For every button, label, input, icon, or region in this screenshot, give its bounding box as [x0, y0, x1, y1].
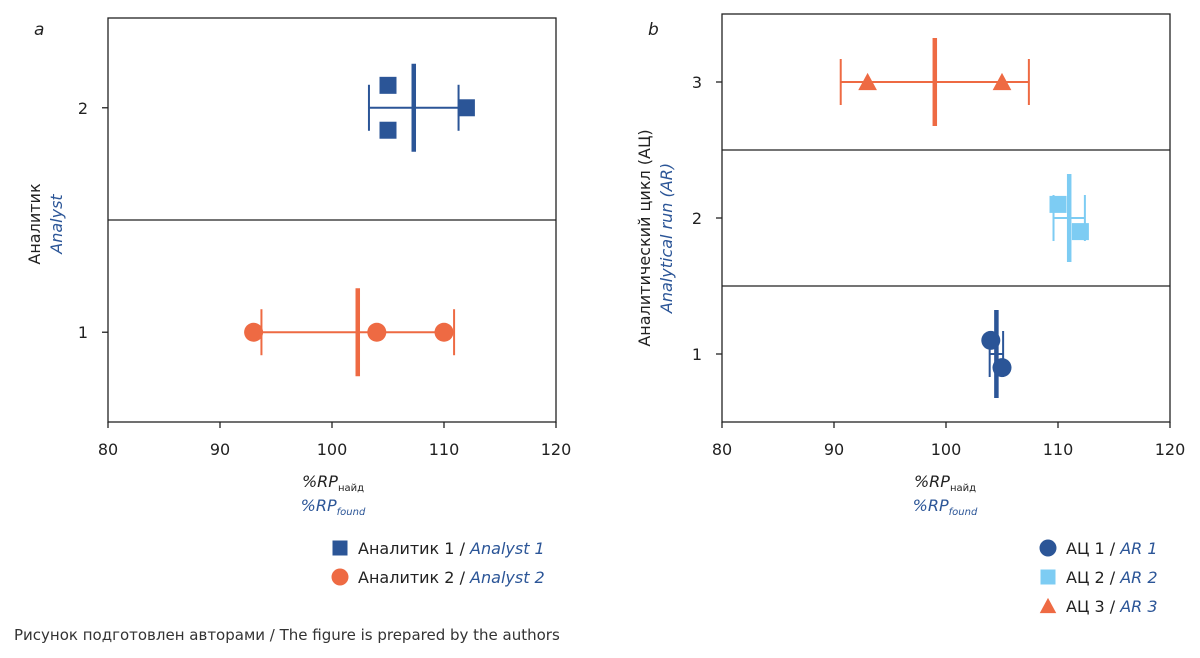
y-axis-label-ru: Аналитик	[25, 183, 44, 265]
legend-label: АЦ 1 / AR 1	[1066, 539, 1158, 558]
y-tick-label: 3	[692, 73, 702, 92]
chart-panel-b: b 80 90 100 110 120 1 2 3 Аналитический цикл (АЦ)…	[635, 13, 1186, 616]
figure-caption: Рисунок подготовлен авторами / The figur…	[14, 626, 560, 644]
x-axis-label-ru-main: %RP	[302, 472, 338, 491]
legend-marker	[332, 540, 348, 556]
legend-label-ru: АЦ 2 /	[1066, 568, 1120, 587]
legend-marker	[1039, 539, 1057, 557]
data-point	[992, 358, 1012, 378]
y-tick-label: 1	[692, 345, 702, 364]
data-point	[379, 76, 397, 94]
x-tick-label: 120	[1155, 440, 1186, 459]
legend-label-en: AR 2	[1119, 568, 1157, 587]
plot-frame	[721, 13, 1171, 423]
legend-label-en: AR 1	[1119, 539, 1157, 558]
x-tick-label: 90	[210, 440, 230, 459]
x-tick-label: 100	[317, 440, 348, 459]
legend-marker	[331, 568, 349, 586]
legend-label-en: AR 3	[1119, 597, 1157, 616]
y-tick-label: 2	[78, 99, 88, 118]
data-point	[244, 322, 264, 342]
x-axis-label-en: %RPfound	[913, 496, 978, 518]
legend-label-en: Analyst 1	[469, 539, 545, 558]
x-axis-label-ru-sub: найд	[950, 483, 976, 494]
legend-label: Аналитик 2 / Analyst 2	[358, 568, 545, 587]
x-axis-label-en-main: %RP	[913, 496, 949, 515]
data-point	[457, 99, 475, 117]
legend-label-ru: Аналитик 2 /	[358, 568, 470, 587]
x-axis-label-ru: %RPнайд	[302, 472, 364, 494]
panel-letter: a	[34, 20, 44, 40]
x-axis-label-en-sub: found	[949, 507, 978, 518]
data-point	[379, 121, 397, 139]
y-axis-label-ru: Аналитический цикл (АЦ)	[635, 129, 654, 346]
legend-label: Аналитик 1 / Analyst 1	[358, 539, 545, 558]
legend-label-ru: АЦ 1 /	[1066, 539, 1120, 558]
y-tick-label: 2	[692, 209, 702, 228]
data-point	[981, 330, 1001, 350]
data-point	[434, 322, 454, 342]
x-tick-label: 90	[824, 440, 844, 459]
legend-marker	[1040, 569, 1056, 585]
y-axis-label-en: Analyst	[47, 194, 66, 255]
legend-label-ru: АЦ 3 /	[1066, 597, 1120, 616]
x-axis-label-en: %RPfound	[301, 496, 366, 518]
x-axis-label-ru-main: %RP	[914, 472, 950, 491]
x-tick-label: 110	[429, 440, 460, 459]
data-point	[858, 72, 877, 91]
legend-label-ru: Аналитик 1 /	[358, 539, 470, 558]
x-axis-label-en-main: %RP	[301, 496, 337, 515]
data-point	[1071, 223, 1089, 241]
legend-label-en: Analyst 2	[469, 568, 545, 587]
x-tick-label: 120	[541, 440, 572, 459]
x-axis-label-ru-sub: найд	[338, 483, 364, 494]
x-tick-label: 80	[712, 440, 732, 459]
legend-marker	[1039, 597, 1057, 614]
panel-letter: b	[648, 20, 659, 40]
data-point	[367, 322, 387, 342]
x-tick-label: 110	[1043, 440, 1074, 459]
x-axis-label-en-sub: found	[337, 507, 366, 518]
legend-label: АЦ 2 / AR 2	[1066, 568, 1158, 587]
y-tick-label: 1	[78, 323, 88, 342]
x-tick-label: 100	[931, 440, 962, 459]
x-axis-label-ru: %RPнайд	[914, 472, 976, 494]
data-point	[1049, 195, 1067, 213]
data-point	[992, 72, 1012, 91]
x-tick-label: 80	[98, 440, 118, 459]
y-axis-label-en: Analytical run (AR)	[657, 163, 676, 314]
legend-label: АЦ 3 / AR 3	[1066, 597, 1158, 616]
